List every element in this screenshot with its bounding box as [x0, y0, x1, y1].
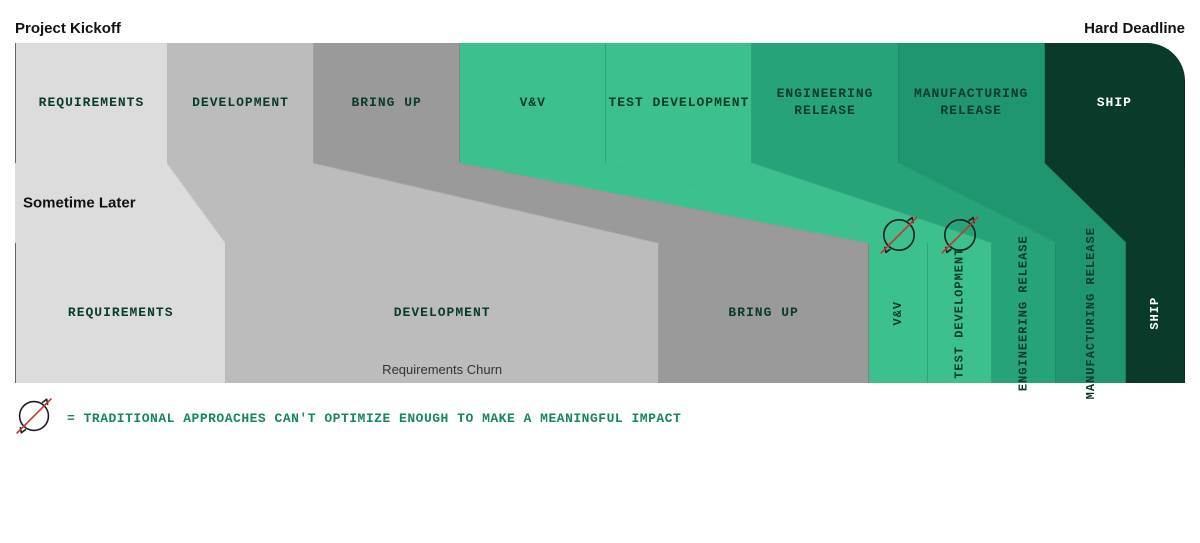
phase-development: DEVELOPMENT Requirements Churn	[226, 243, 659, 383]
phase-label: SHIP	[1097, 95, 1132, 112]
phase-manufacturing-release: MANUFACTURING RELEASE	[1056, 243, 1126, 383]
cycle-slash-icon	[940, 215, 980, 255]
phase-label: MANUFACTURING RELEASE	[1084, 227, 1098, 399]
phase-v-v: V&V	[460, 43, 606, 163]
top-labels: Project Kickoff Hard Deadline	[15, 20, 1185, 37]
phase-ship: SHIP	[1126, 243, 1184, 383]
transition-band: Sometime Later	[15, 163, 1185, 243]
sometime-later-label: Sometime Later	[23, 195, 136, 212]
phase-requirements: REQUIREMENTS	[16, 243, 226, 383]
phase-label: ENGINEERING RELEASE	[1017, 235, 1031, 391]
ideal-timeline-row: REQUIREMENTS DEVELOPMENT BRING UP V&V TEST D…	[15, 43, 1185, 163]
phase-bring-up: BRING UP	[659, 243, 869, 383]
legend: = TRADITIONAL APPROACHES CAN'T OPTIMIZE …	[15, 397, 1185, 440]
phase-requirements: REQUIREMENTS	[16, 43, 168, 163]
phase-label: BRING UP	[728, 305, 798, 322]
cycle-slash-icon	[879, 215, 919, 255]
phase-label: TEST DEVELOPMENT	[952, 247, 966, 378]
phase-label: DEVELOPMENT	[394, 305, 491, 322]
transition-shapes	[15, 163, 1185, 243]
legend-text: = TRADITIONAL APPROACHES CAN'T OPTIMIZE …	[67, 411, 681, 426]
phase-label: V&V	[891, 301, 905, 326]
phase-label: REQUIREMENTS	[39, 95, 145, 112]
phase-engineering-release: ENGINEERING RELEASE	[752, 43, 898, 163]
phase-development: DEVELOPMENT	[168, 43, 314, 163]
phase-label: SHIP	[1148, 297, 1162, 330]
phase-test-development: TEST DEVELOPMENT	[606, 43, 752, 163]
phase-label: BRING UP	[351, 95, 421, 112]
phase-engineering-release: ENGINEERING RELEASE	[992, 243, 1056, 383]
timeline-diagram: Project Kickoff Hard Deadline REQUIREMEN…	[15, 20, 1185, 440]
actual-timeline-row: REQUIREMENTS DEVELOPMENT Requirements Chur…	[15, 243, 1185, 383]
phase-ship: SHIP	[1045, 43, 1185, 163]
phase-label: REQUIREMENTS	[68, 305, 174, 322]
phase-label: ENGINEERING RELEASE	[752, 86, 897, 120]
phase-manufacturing-release: MANUFACTURING RELEASE	[899, 43, 1045, 163]
churn-label: Requirements Churn	[382, 362, 502, 377]
deadline-label: Hard Deadline	[1084, 20, 1185, 37]
phase-test-development: TEST DEVELOPMENT	[928, 243, 992, 383]
phase-label: DEVELOPMENT	[192, 95, 289, 112]
phase-label: MANUFACTURING RELEASE	[899, 86, 1044, 120]
phase-label: V&V	[520, 95, 546, 112]
kickoff-label: Project Kickoff	[15, 20, 121, 37]
phase-bring-up: BRING UP	[314, 43, 460, 163]
phase-v-v: V&V	[869, 243, 927, 383]
phase-label: TEST DEVELOPMENT	[608, 95, 749, 112]
cycle-slash-icon	[15, 397, 53, 440]
